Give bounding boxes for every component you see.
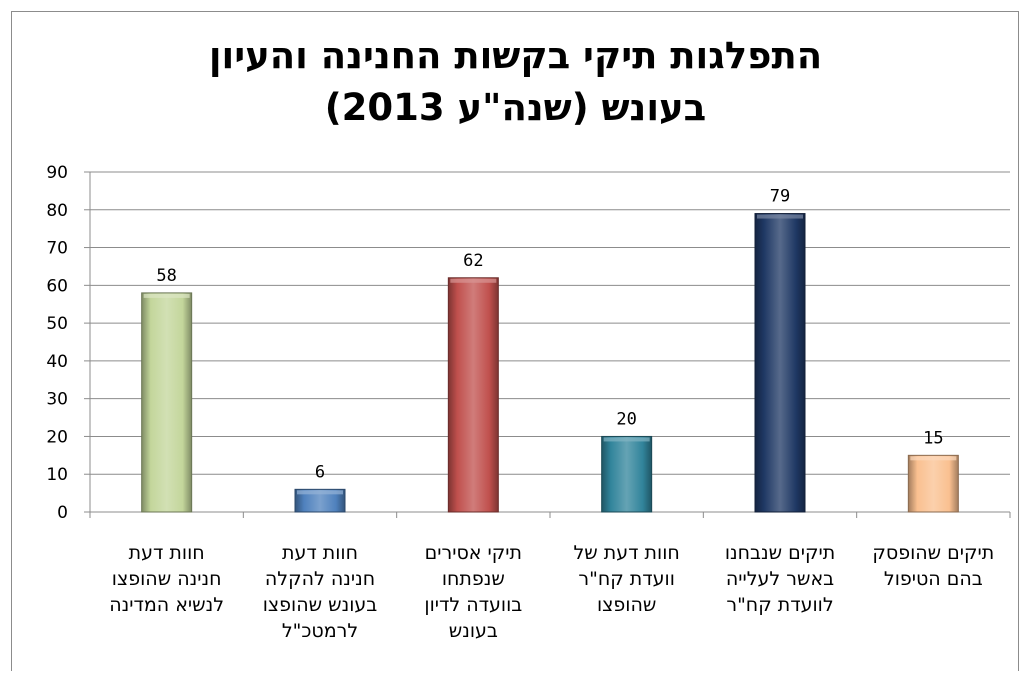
- x-category-label: תיקי אסירים שנפתחו בוועדה לדיון בעונש: [398, 540, 548, 644]
- y-tick-label: 0: [57, 503, 68, 523]
- x-category-label-line: באשר לעלייה: [725, 568, 835, 590]
- x-category-label-line: חנינה שהופצו: [111, 568, 222, 590]
- x-category-label-line: חנינה להקלה: [264, 568, 376, 590]
- bar-highlight: [297, 490, 343, 495]
- bar: [601, 435, 653, 513]
- x-category-label-line: לוועדת קח"ר: [726, 594, 834, 616]
- x-category-label-line: לרמטכ"ל: [281, 620, 359, 642]
- bar-highlight: [450, 278, 497, 283]
- x-category-label-line: חוות דעת של: [573, 542, 680, 564]
- y-tick-label: 20: [46, 427, 68, 447]
- data-label: 79: [770, 187, 790, 207]
- chart-title: התפלגות תיקי בקשות החנינה והעיון בעונש (…: [0, 30, 1031, 134]
- x-category-label-line: בהם הטיפול: [883, 568, 983, 590]
- x-category-label-line: בעונש: [448, 620, 498, 642]
- x-category-label: תיקים שנבחנו באשר לעלייה לוועדת קח"ר: [705, 540, 855, 618]
- bar-highlight: [910, 456, 957, 461]
- data-label: 6: [315, 462, 325, 482]
- x-category-label-line: בעונש שהופצו: [262, 594, 378, 616]
- bar-highlight: [757, 214, 803, 219]
- x-category-label-line: תיקים שהופסק: [872, 542, 995, 564]
- chart-title-line-1: התפלגות תיקי בקשות החנינה והעיון: [208, 34, 823, 77]
- bar: [447, 277, 499, 513]
- bar: [141, 292, 193, 513]
- chart-title-line-2: בעונש (שנה"ע 2013): [324, 86, 707, 129]
- data-label: 20: [616, 409, 636, 429]
- x-category-label-line: לנשיא המדינה: [109, 594, 225, 616]
- x-category-label-line: תיקי אסירים: [424, 542, 523, 564]
- y-tick-label: 60: [46, 276, 68, 296]
- data-label: 62: [463, 251, 483, 271]
- y-tick-label: 80: [46, 201, 68, 221]
- y-tick-label: 90: [46, 163, 68, 183]
- x-category-label-line: תיקים שנבחנו: [724, 542, 836, 564]
- x-category-label: תיקים שהופסק בהם הטיפול: [858, 540, 1008, 592]
- bar: [754, 213, 806, 513]
- x-category-label: חוות דעת חנינה שהופצו לנשיא המדינה: [92, 540, 242, 618]
- y-tick-label: 40: [46, 352, 68, 372]
- x-category-label-line: שהופצו: [596, 594, 657, 616]
- chart-frame: [11, 11, 1019, 671]
- x-category-label: חוות דעת חנינה להקלה בעונש שהופצו לרמטכ"ל: [245, 540, 395, 644]
- bar-highlight: [143, 293, 190, 298]
- x-category-label-line: חוות דעת: [281, 542, 359, 564]
- data-label: 58: [156, 266, 176, 286]
- x-category-label-line: וועדת קח"ר: [578, 568, 675, 590]
- y-tick-label: 70: [46, 239, 68, 259]
- x-category-label: חוות דעת של וועדת קח"ר שהופצו: [552, 540, 702, 618]
- x-category-label-line: שנפתחו: [441, 568, 505, 590]
- y-tick-label: 50: [46, 314, 68, 334]
- x-category-label-line: בוועדה לדיון: [424, 594, 523, 616]
- x-category-label-line: חוות דעת: [128, 542, 205, 564]
- y-tick-label: 30: [46, 390, 68, 410]
- bar: [294, 488, 346, 513]
- data-label: 15: [923, 428, 943, 448]
- y-tick-label: 10: [46, 465, 68, 485]
- bar: [907, 454, 959, 513]
- bar-highlight: [603, 437, 650, 442]
